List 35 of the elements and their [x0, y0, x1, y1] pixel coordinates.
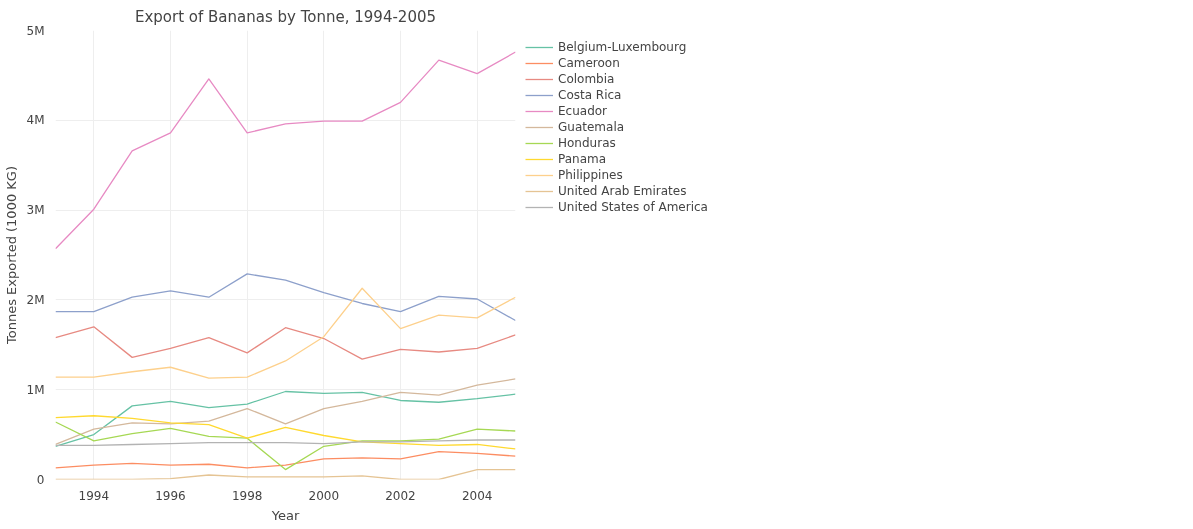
legend-label: United Arab Emirates — [558, 184, 687, 198]
legend-label: Cameroon — [558, 56, 620, 70]
legend-label: Colombia — [558, 72, 615, 86]
legend-label: Honduras — [558, 136, 616, 150]
x-tick-label: 2004 — [461, 488, 493, 503]
x-tick-label: 1996 — [155, 488, 186, 503]
line-series — [55, 51, 516, 250]
y-tick-label: 4M — [26, 113, 45, 128]
legend-label: Guatemala — [558, 120, 625, 134]
x-tick-label: 2000 — [308, 488, 340, 503]
legend-label: Costa Rica — [558, 88, 622, 102]
line-series — [55, 451, 516, 469]
x-tick-label: 2002 — [385, 488, 416, 503]
y-tick-label: 5M — [26, 23, 45, 38]
x-tick-label: 1998 — [231, 488, 263, 503]
y-tick-label: 1M — [26, 382, 45, 397]
line-series — [55, 326, 516, 360]
y-tick-label: 2M — [26, 292, 45, 307]
legend-label: United States of America — [558, 200, 708, 214]
legend-label: Belgium-Luxembourg — [558, 40, 687, 54]
legend-label: Panama — [558, 152, 607, 166]
line-series — [55, 415, 516, 450]
y-tick-label: 0 — [36, 472, 45, 487]
x-tick-label: 1994 — [78, 488, 110, 503]
line-series — [55, 390, 516, 447]
line-series — [55, 287, 516, 379]
line-series — [55, 421, 516, 471]
legend-label: Philippines — [558, 168, 623, 182]
legend-label: Ecuador — [558, 104, 608, 118]
line-series — [55, 273, 516, 322]
y-axis-title: Tonnes Exported (1000 KG) — [3, 166, 19, 345]
line-series — [55, 378, 516, 446]
y-tick-label: 3M — [26, 203, 45, 218]
x-axis-title: Year — [270, 507, 300, 523]
chart-title: Export of Bananas by Tonne, 1994-2005 — [134, 7, 437, 26]
